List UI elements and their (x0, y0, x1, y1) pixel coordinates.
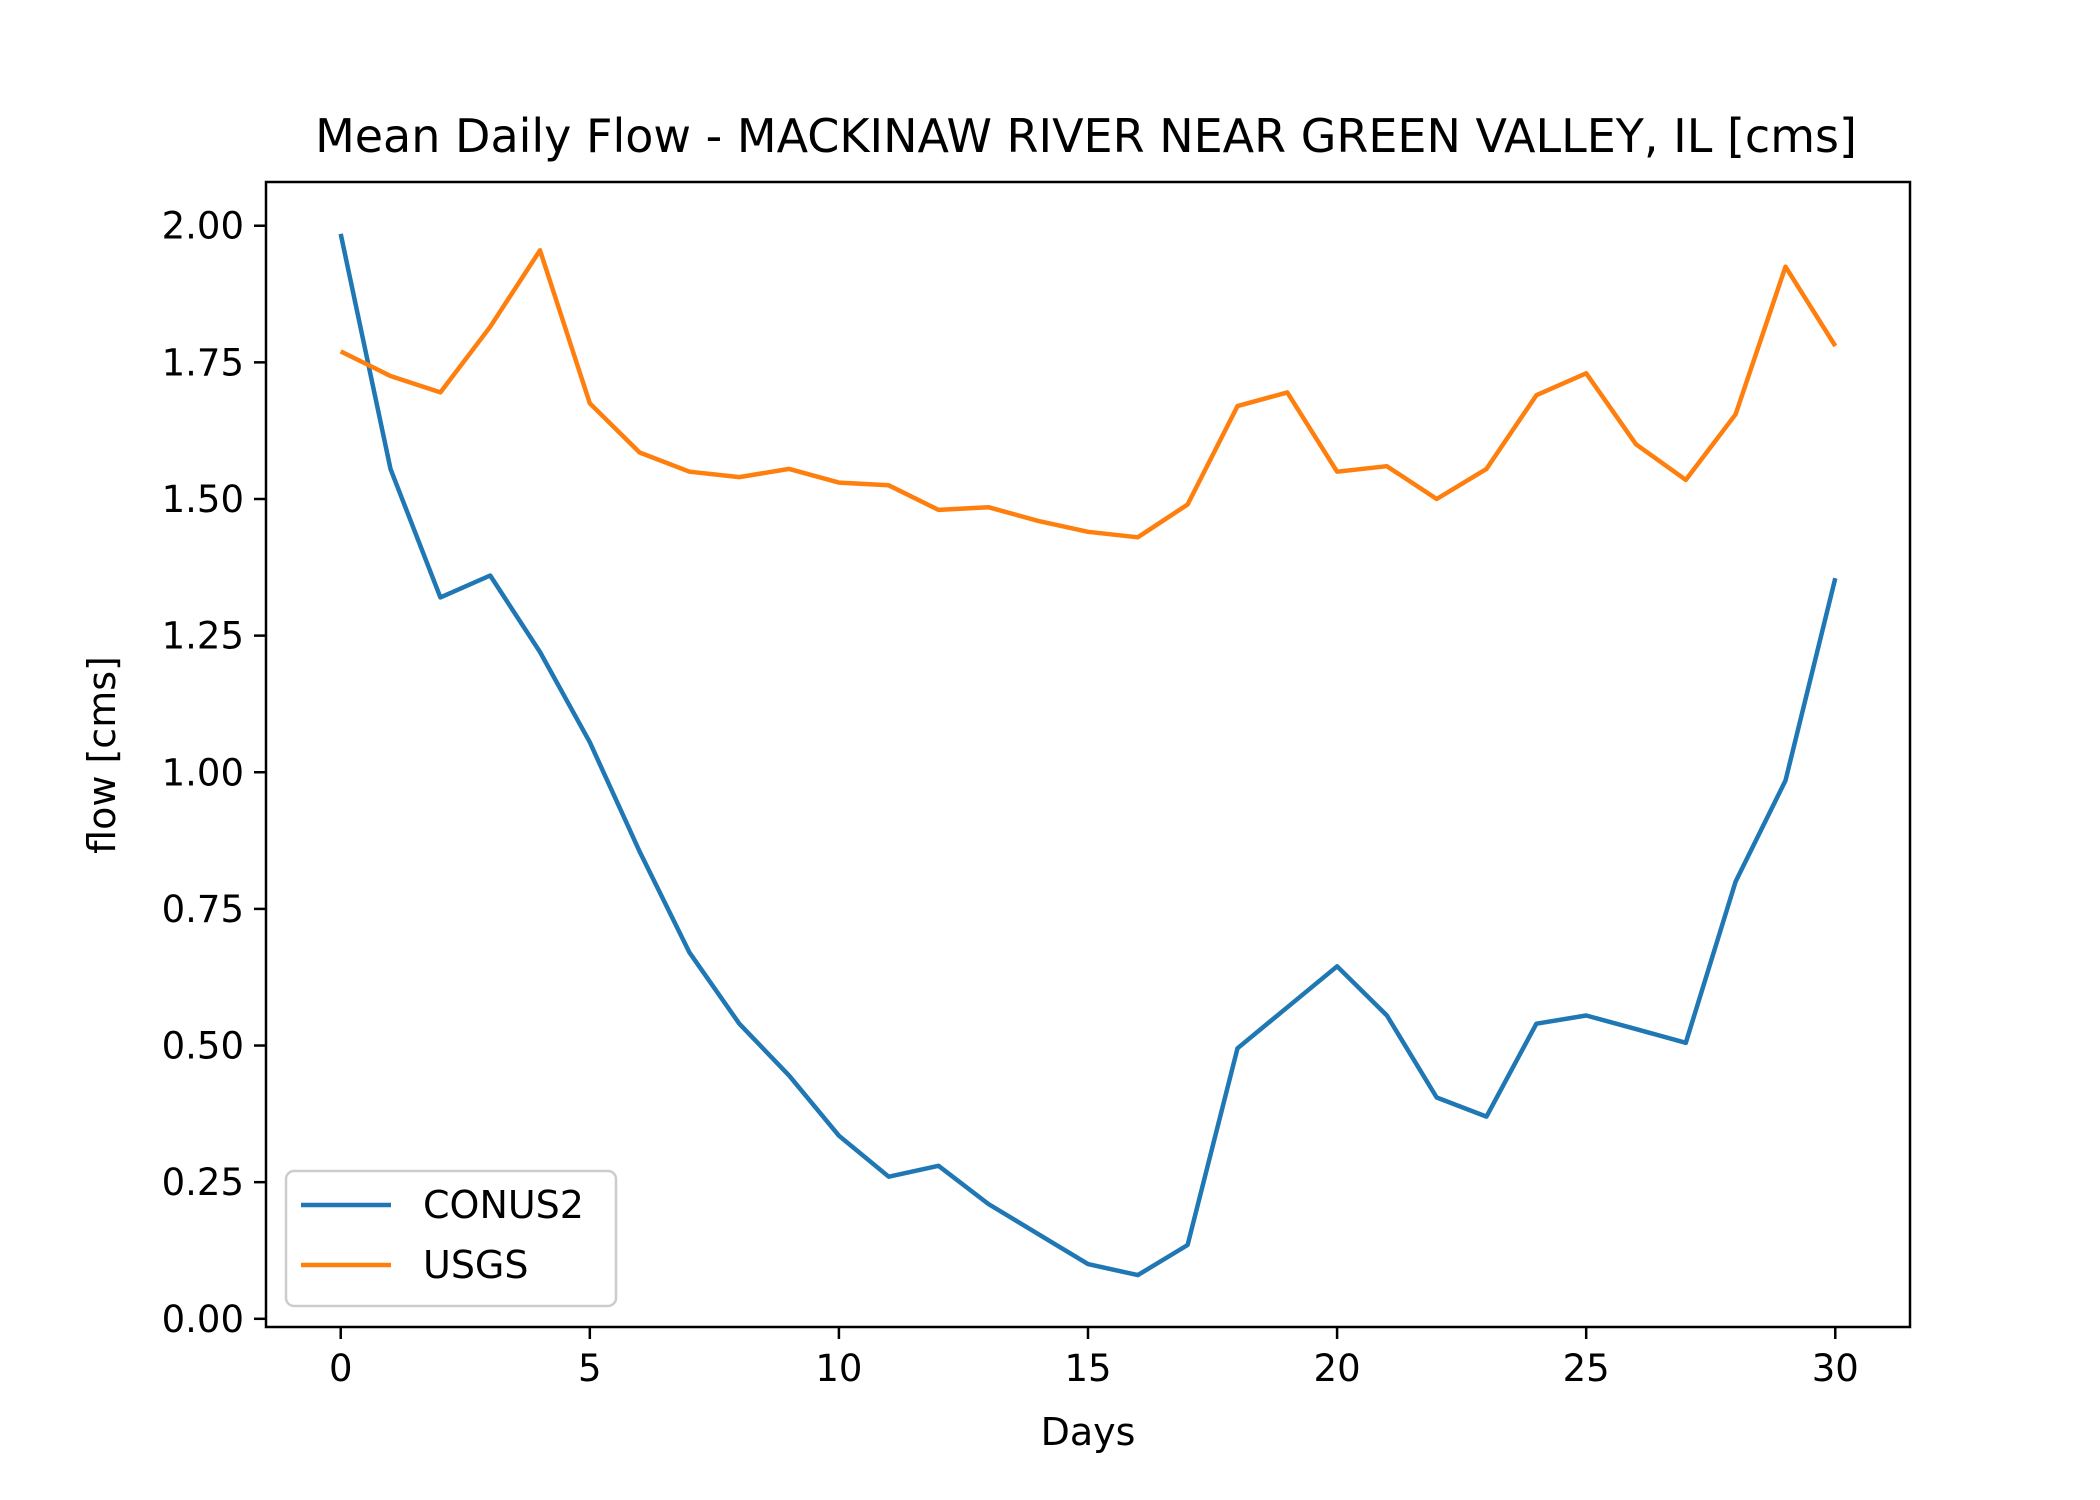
x-tick-label: 10 (815, 1347, 862, 1390)
y-tick-label: 2.00 (162, 205, 244, 248)
chart-title: Mean Daily Flow - MACKINAW RIVER NEAR GR… (315, 109, 1857, 163)
y-tick-label: 0.25 (162, 1161, 244, 1204)
x-tick-label: 15 (1064, 1347, 1111, 1390)
y-tick-label: 1.50 (162, 478, 244, 521)
y-tick-label: 1.25 (162, 615, 244, 658)
legend: CONUS2 USGS (284, 1169, 618, 1308)
y-tick-label: 0.00 (162, 1298, 244, 1341)
legend-label-conus2: CONUS2 (423, 1183, 584, 1227)
legend-label-usgs: USGS (423, 1243, 529, 1287)
x-tick-label: 30 (1812, 1347, 1859, 1390)
x-tick-label: 5 (578, 1347, 602, 1390)
y-tick-label: 1.00 (162, 751, 244, 794)
x-tick-label: 25 (1563, 1347, 1610, 1390)
plot-area (338, 233, 1838, 1278)
x-tick-label: 20 (1314, 1347, 1361, 1390)
y-tick-label: 1.75 (162, 341, 244, 384)
series-line-usgs (339, 248, 1838, 540)
series-line-conus2 (338, 233, 1838, 1278)
x-tick-label: 0 (329, 1347, 353, 1390)
x-axis-label: Days (1041, 1410, 1136, 1454)
axis-ticks: 0 5 10 15 20 25 30 0.00 0.25 0.50 0.75 1.00 1.25 1.50… (162, 205, 1859, 1390)
y-tick-label: 0.50 (162, 1025, 244, 1068)
y-tick-label: 0.75 (162, 888, 244, 931)
y-axis-label: flow [cms] (80, 656, 124, 854)
